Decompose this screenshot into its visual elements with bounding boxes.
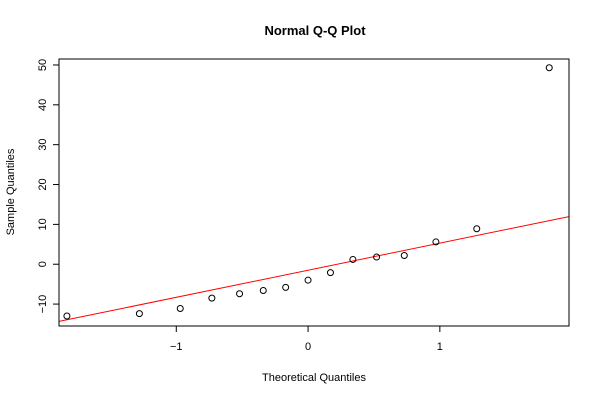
chart-title: Normal Q-Q Plot <box>264 23 366 38</box>
y-axis-label: Sample Quantiles <box>5 148 17 235</box>
data-point <box>326 269 334 277</box>
data-point <box>208 294 216 302</box>
data-point <box>373 253 381 261</box>
data-point <box>473 225 481 233</box>
y-tick-label: 40 <box>37 99 49 111</box>
data-point <box>236 290 244 298</box>
data-point <box>304 276 312 284</box>
data-point <box>282 283 290 291</box>
data-point <box>545 64 553 72</box>
x-axis-label: Theoretical Quantiles <box>262 372 366 384</box>
plot-frame <box>58 58 570 327</box>
y-tick-label: 20 <box>37 178 49 190</box>
reference-line <box>59 216 569 322</box>
y-tick-label: −10 <box>37 295 49 314</box>
data-point <box>400 251 408 259</box>
x-tick-label: 1 <box>437 341 443 353</box>
y-tick-label: 0 <box>37 261 49 267</box>
y-tick-label: 30 <box>37 139 49 151</box>
data-point <box>176 304 184 312</box>
data-point <box>135 310 143 318</box>
y-axis: −10 0 10 20 30 40 50 <box>37 59 59 314</box>
x-tick-label: 0 <box>305 341 311 353</box>
data-point <box>349 255 357 263</box>
data-point <box>259 287 267 295</box>
y-tick-label: 50 <box>37 59 49 71</box>
x-axis: −1 0 1 <box>170 326 443 353</box>
y-tick-label: 10 <box>37 218 49 230</box>
data-point <box>63 312 71 320</box>
x-tick-label: −1 <box>170 341 183 353</box>
data-point <box>432 238 440 246</box>
